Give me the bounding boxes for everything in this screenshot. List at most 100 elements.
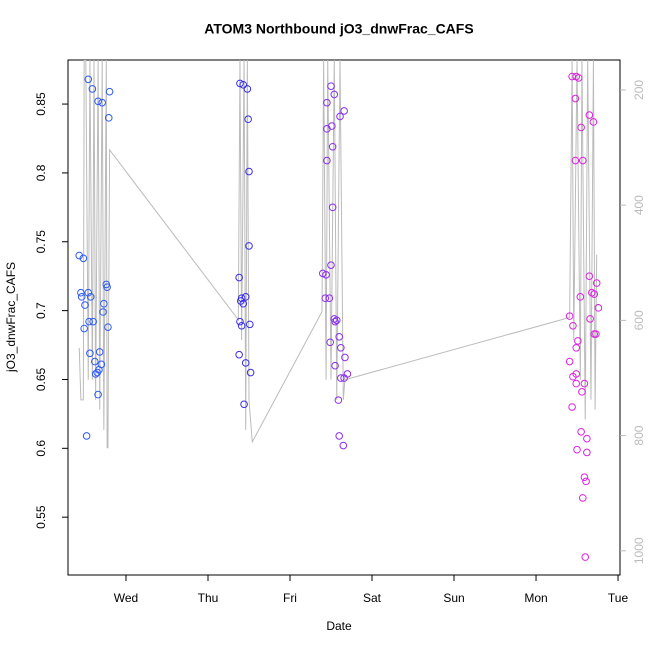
- data-point: [337, 374, 345, 382]
- data-point: [319, 269, 327, 278]
- data-point: [585, 272, 594, 280]
- data-point: [328, 203, 337, 212]
- data-point: [77, 293, 86, 301]
- data-point: [86, 349, 94, 358]
- data-point: [328, 142, 337, 151]
- data-point: [327, 261, 335, 269]
- data-point: [245, 242, 253, 250]
- data-point: [331, 317, 339, 326]
- data-point: [578, 494, 587, 502]
- data-point: [578, 156, 587, 165]
- data-point: [85, 317, 93, 326]
- data-point: [237, 321, 246, 330]
- data-line: [78, 60, 598, 449]
- data-point: [332, 316, 341, 325]
- data-point: [94, 390, 102, 399]
- data-point: [576, 293, 585, 301]
- data-point: [335, 332, 344, 341]
- data-point: [572, 343, 581, 352]
- data-point: [574, 74, 583, 82]
- data-point: [594, 304, 603, 312]
- data-point: [565, 312, 574, 320]
- data-point: [88, 85, 97, 93]
- data-point: [105, 87, 114, 96]
- data-point: [336, 112, 344, 121]
- x-tick-label: Tue: [608, 591, 629, 605]
- x-axis-label: Date: [326, 619, 352, 633]
- data-point: [565, 357, 574, 366]
- x-tick-label: Mon: [524, 591, 547, 605]
- data-point: [341, 353, 349, 362]
- y2-tick-label: 1000: [632, 537, 646, 564]
- data-point: [243, 85, 252, 93]
- data-point: [327, 82, 335, 90]
- data-point: [583, 448, 591, 457]
- data-point: [84, 288, 93, 297]
- data-point: [583, 434, 591, 443]
- data-point: [577, 427, 585, 436]
- data-point: [84, 75, 93, 84]
- data-point: [340, 374, 348, 382]
- data-point: [82, 432, 91, 440]
- data-point: [77, 288, 85, 297]
- data-point: [577, 123, 585, 132]
- x-tick-label: Sun: [443, 591, 464, 605]
- data-point: [100, 299, 108, 308]
- data-point: [580, 473, 589, 482]
- data-point: [589, 118, 598, 126]
- data-point: [239, 299, 248, 308]
- data-point: [235, 350, 243, 359]
- data-point: [97, 360, 106, 369]
- y-tick-label: 0.65: [34, 367, 48, 391]
- data-point: [580, 379, 589, 388]
- data-point: [568, 403, 576, 411]
- data-point: [581, 553, 590, 561]
- data-point: [89, 317, 97, 326]
- data-point: [585, 111, 594, 119]
- data-point: [239, 80, 248, 89]
- data-point: [572, 379, 581, 388]
- x-tick-label: Sat: [363, 591, 382, 605]
- y-tick-label: 0.75: [34, 230, 48, 254]
- data-point: [586, 315, 594, 323]
- data-point: [81, 301, 89, 309]
- data-point: [245, 167, 253, 176]
- data-point: [323, 156, 331, 165]
- y2-tick-label: 600: [632, 310, 646, 330]
- data-point: [323, 98, 331, 107]
- data-point: [235, 273, 243, 282]
- data-point: [98, 98, 106, 107]
- data-point: [578, 388, 586, 396]
- data-point: [322, 271, 330, 279]
- data-point: [104, 114, 113, 122]
- data-point: [86, 293, 95, 301]
- data-point: [241, 293, 250, 301]
- data-point: [240, 400, 248, 409]
- data-point: [592, 279, 601, 287]
- data-point: [241, 359, 250, 367]
- y-axis-label: jO3_dnwFrac_CAFS: [4, 262, 18, 373]
- data-point: [573, 445, 581, 454]
- data-point: [328, 122, 336, 130]
- data-point: [104, 323, 112, 331]
- data-point: [93, 368, 102, 377]
- data-point: [236, 79, 244, 88]
- data-point: [330, 90, 339, 99]
- data-point: [334, 396, 343, 404]
- data-point: [99, 308, 107, 316]
- y-tick-label: 0.55: [34, 505, 48, 529]
- y-tick-label: 0.85: [34, 92, 48, 116]
- data-point: [326, 338, 334, 347]
- data-point: [91, 357, 99, 366]
- data-point: [236, 317, 244, 326]
- data-point: [94, 97, 102, 106]
- y-tick-label: 0.8: [34, 164, 48, 181]
- data-point: [590, 290, 599, 298]
- x-tick-label: Thu: [198, 591, 219, 605]
- y2-tick-label: 800: [632, 425, 646, 445]
- data-point: [331, 361, 339, 370]
- data-point: [321, 294, 330, 303]
- x-tick-label: Fri: [283, 591, 297, 605]
- data-point: [95, 348, 104, 356]
